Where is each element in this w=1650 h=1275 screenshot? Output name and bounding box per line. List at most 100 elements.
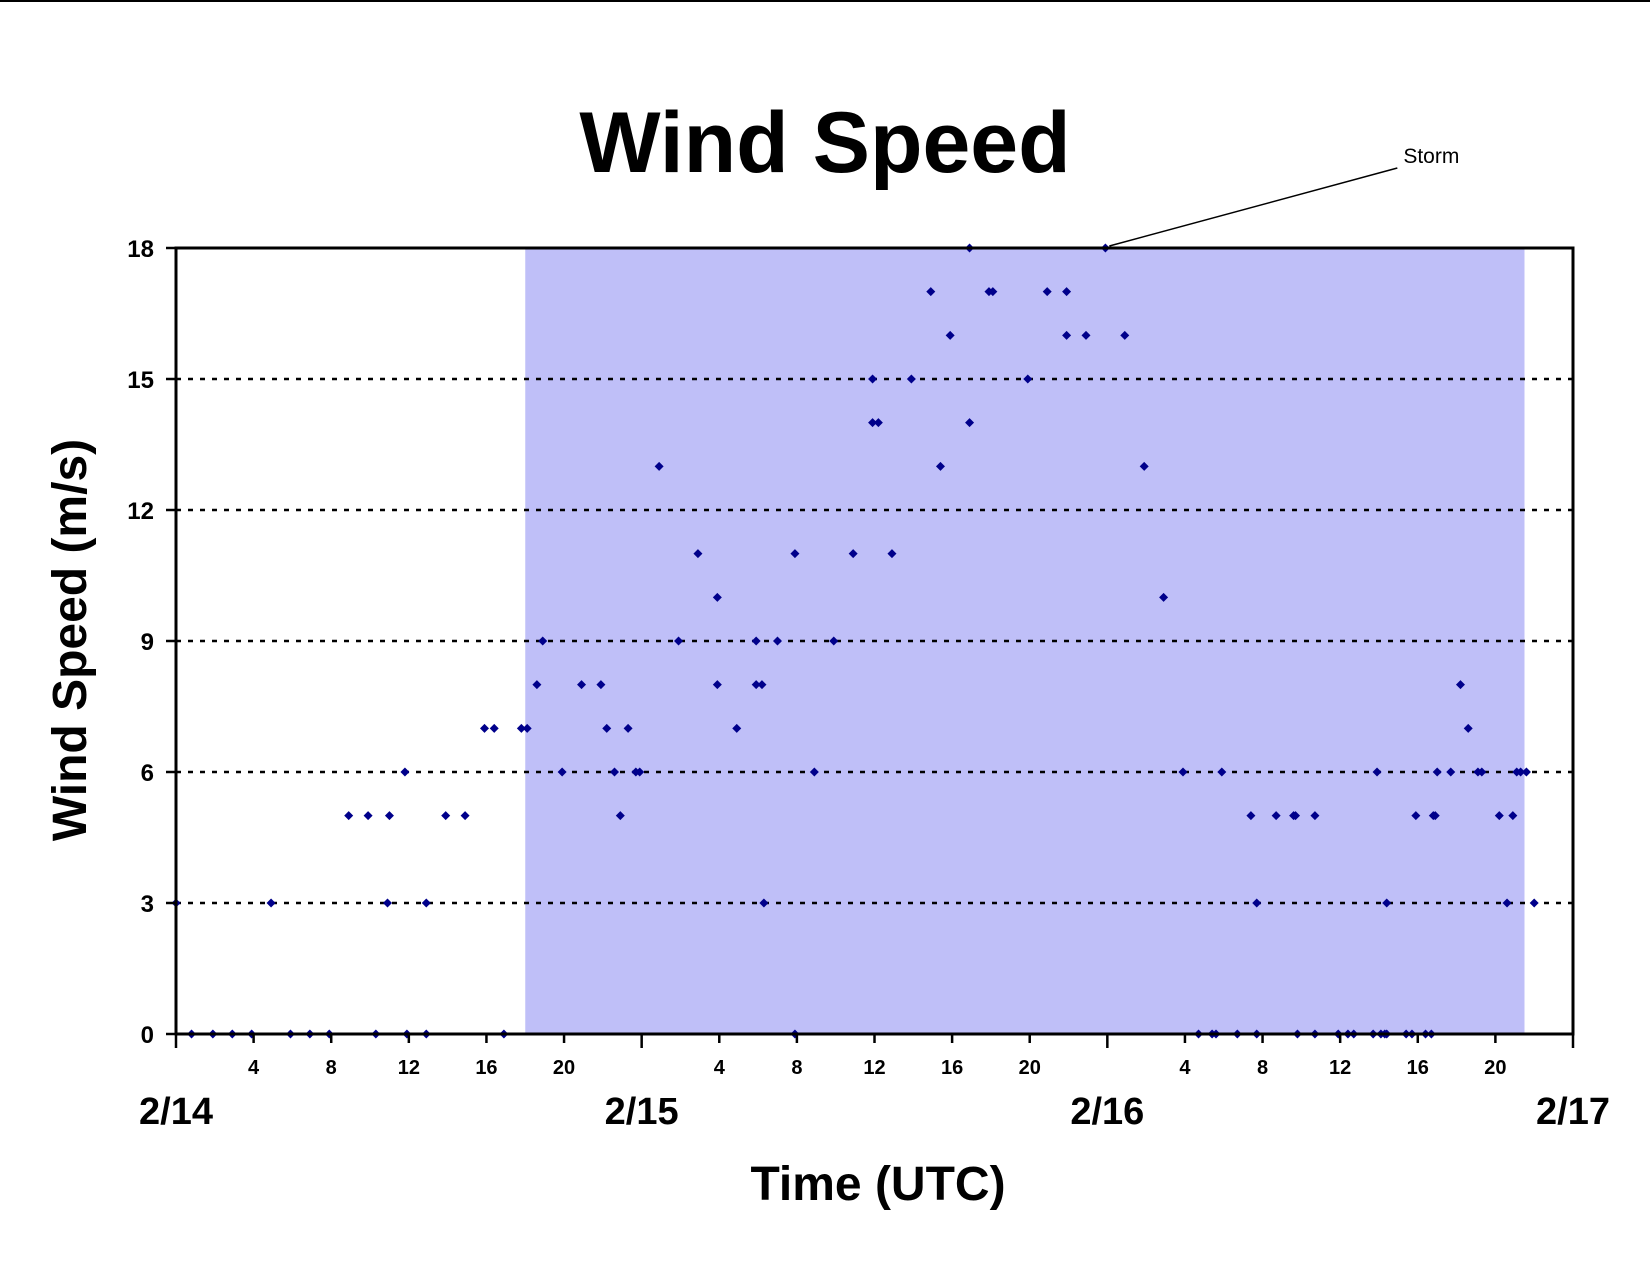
x-tick-label: 8 (326, 1057, 337, 1079)
data-point (1120, 330, 1130, 340)
data-point (751, 636, 761, 646)
data-point (382, 898, 392, 908)
data-point (868, 418, 878, 428)
data-point (1446, 767, 1456, 777)
data-point (965, 418, 975, 428)
data-point (757, 680, 767, 690)
data-point (1432, 767, 1442, 777)
data-point (489, 723, 499, 733)
x-tick-label: 12 (1329, 1057, 1351, 1079)
data-point (887, 549, 897, 559)
data-point (790, 549, 800, 559)
date-label: 2/14 (139, 1091, 213, 1133)
data-point (751, 680, 761, 690)
data-point (848, 549, 858, 559)
data-point (1310, 811, 1320, 821)
x-tick-label: 4 (1179, 1057, 1191, 1079)
data-point (1139, 461, 1149, 471)
date-label: 2/16 (1070, 1091, 1144, 1133)
data-point (674, 636, 684, 646)
data-point (266, 898, 276, 908)
data-point (1159, 592, 1169, 602)
data-point (829, 636, 839, 646)
storm-annotation-label: Storm (1403, 145, 1459, 168)
data-point (1217, 767, 1227, 777)
y-tick-label: 12 (127, 498, 154, 525)
data-point (1023, 374, 1033, 384)
data-point (1178, 767, 1188, 777)
data-point (557, 767, 567, 777)
y-axis-title: Wind Speed (m/s) (44, 439, 97, 841)
data-point (596, 680, 606, 690)
data-point (732, 723, 742, 733)
data-point (1516, 767, 1526, 777)
data-point (1246, 811, 1256, 821)
data-point (344, 811, 354, 821)
data-point (988, 287, 998, 297)
data-point (516, 723, 526, 733)
data-point (654, 461, 664, 471)
x-tick-label: 8 (1257, 1057, 1268, 1079)
data-point (602, 723, 612, 733)
data-point (906, 374, 916, 384)
data-point (522, 723, 532, 733)
data-point (1062, 330, 1072, 340)
x-tick-label: 16 (941, 1057, 963, 1079)
data-point (577, 680, 587, 690)
data-point (1477, 767, 1487, 777)
data-point (926, 287, 936, 297)
data-point (772, 636, 782, 646)
data-point (1081, 330, 1091, 340)
data-point (635, 767, 645, 777)
data-point (538, 636, 548, 646)
data-point (1252, 898, 1262, 908)
x-axis-ticks: 4 8 12 16 20 4 8 12 16 20 4 8 12 16 20 (248, 1034, 1507, 1079)
data-point (1382, 898, 1392, 908)
y-tick-label: 0 (141, 1022, 154, 1049)
data-point (712, 592, 722, 602)
data-point (1430, 811, 1440, 821)
data-point (532, 680, 542, 690)
data-point (945, 330, 955, 340)
storm-leader-line (1109, 167, 1398, 247)
x-tick-label: 20 (1019, 1057, 1041, 1079)
x-tick-label: 16 (475, 1057, 497, 1079)
y-tick-label: 9 (141, 629, 154, 656)
y-tick-label: 18 (127, 236, 154, 263)
date-label: 2/17 (1536, 1091, 1610, 1133)
y-tick-label: 15 (127, 367, 154, 394)
data-point (868, 374, 878, 384)
storm-annotation: Storm (1109, 145, 1459, 247)
x-tick-label: 4 (714, 1057, 726, 1079)
data-point (1502, 898, 1512, 908)
data-point (1271, 811, 1281, 821)
data-point (1529, 898, 1539, 908)
data-point (1291, 811, 1301, 821)
data-point (623, 723, 633, 733)
data-point (615, 811, 625, 821)
data-point (712, 680, 722, 690)
x-tick-label: 20 (1484, 1057, 1506, 1079)
data-point (1455, 680, 1465, 690)
x-tick-label: 16 (1407, 1057, 1429, 1079)
date-labels: 2/14 2/15 2/16 2/17 (139, 1034, 1610, 1133)
data-point (1463, 723, 1473, 733)
data-point (809, 767, 819, 777)
data-point (935, 461, 945, 471)
data-point (460, 811, 470, 821)
x-tick-label: 20 (553, 1057, 575, 1079)
data-point (1411, 811, 1421, 821)
data-point (480, 723, 490, 733)
x-tick-label: 4 (248, 1057, 260, 1079)
data-point (1494, 811, 1504, 821)
x-tick-label: 12 (398, 1057, 420, 1079)
x-tick-label: 12 (863, 1057, 885, 1079)
data-point (363, 811, 373, 821)
data-point (1372, 767, 1382, 777)
data-point (759, 898, 769, 908)
date-label: 2/15 (605, 1091, 679, 1133)
data-point (610, 767, 620, 777)
data-point (384, 811, 394, 821)
data-point (1508, 811, 1518, 821)
